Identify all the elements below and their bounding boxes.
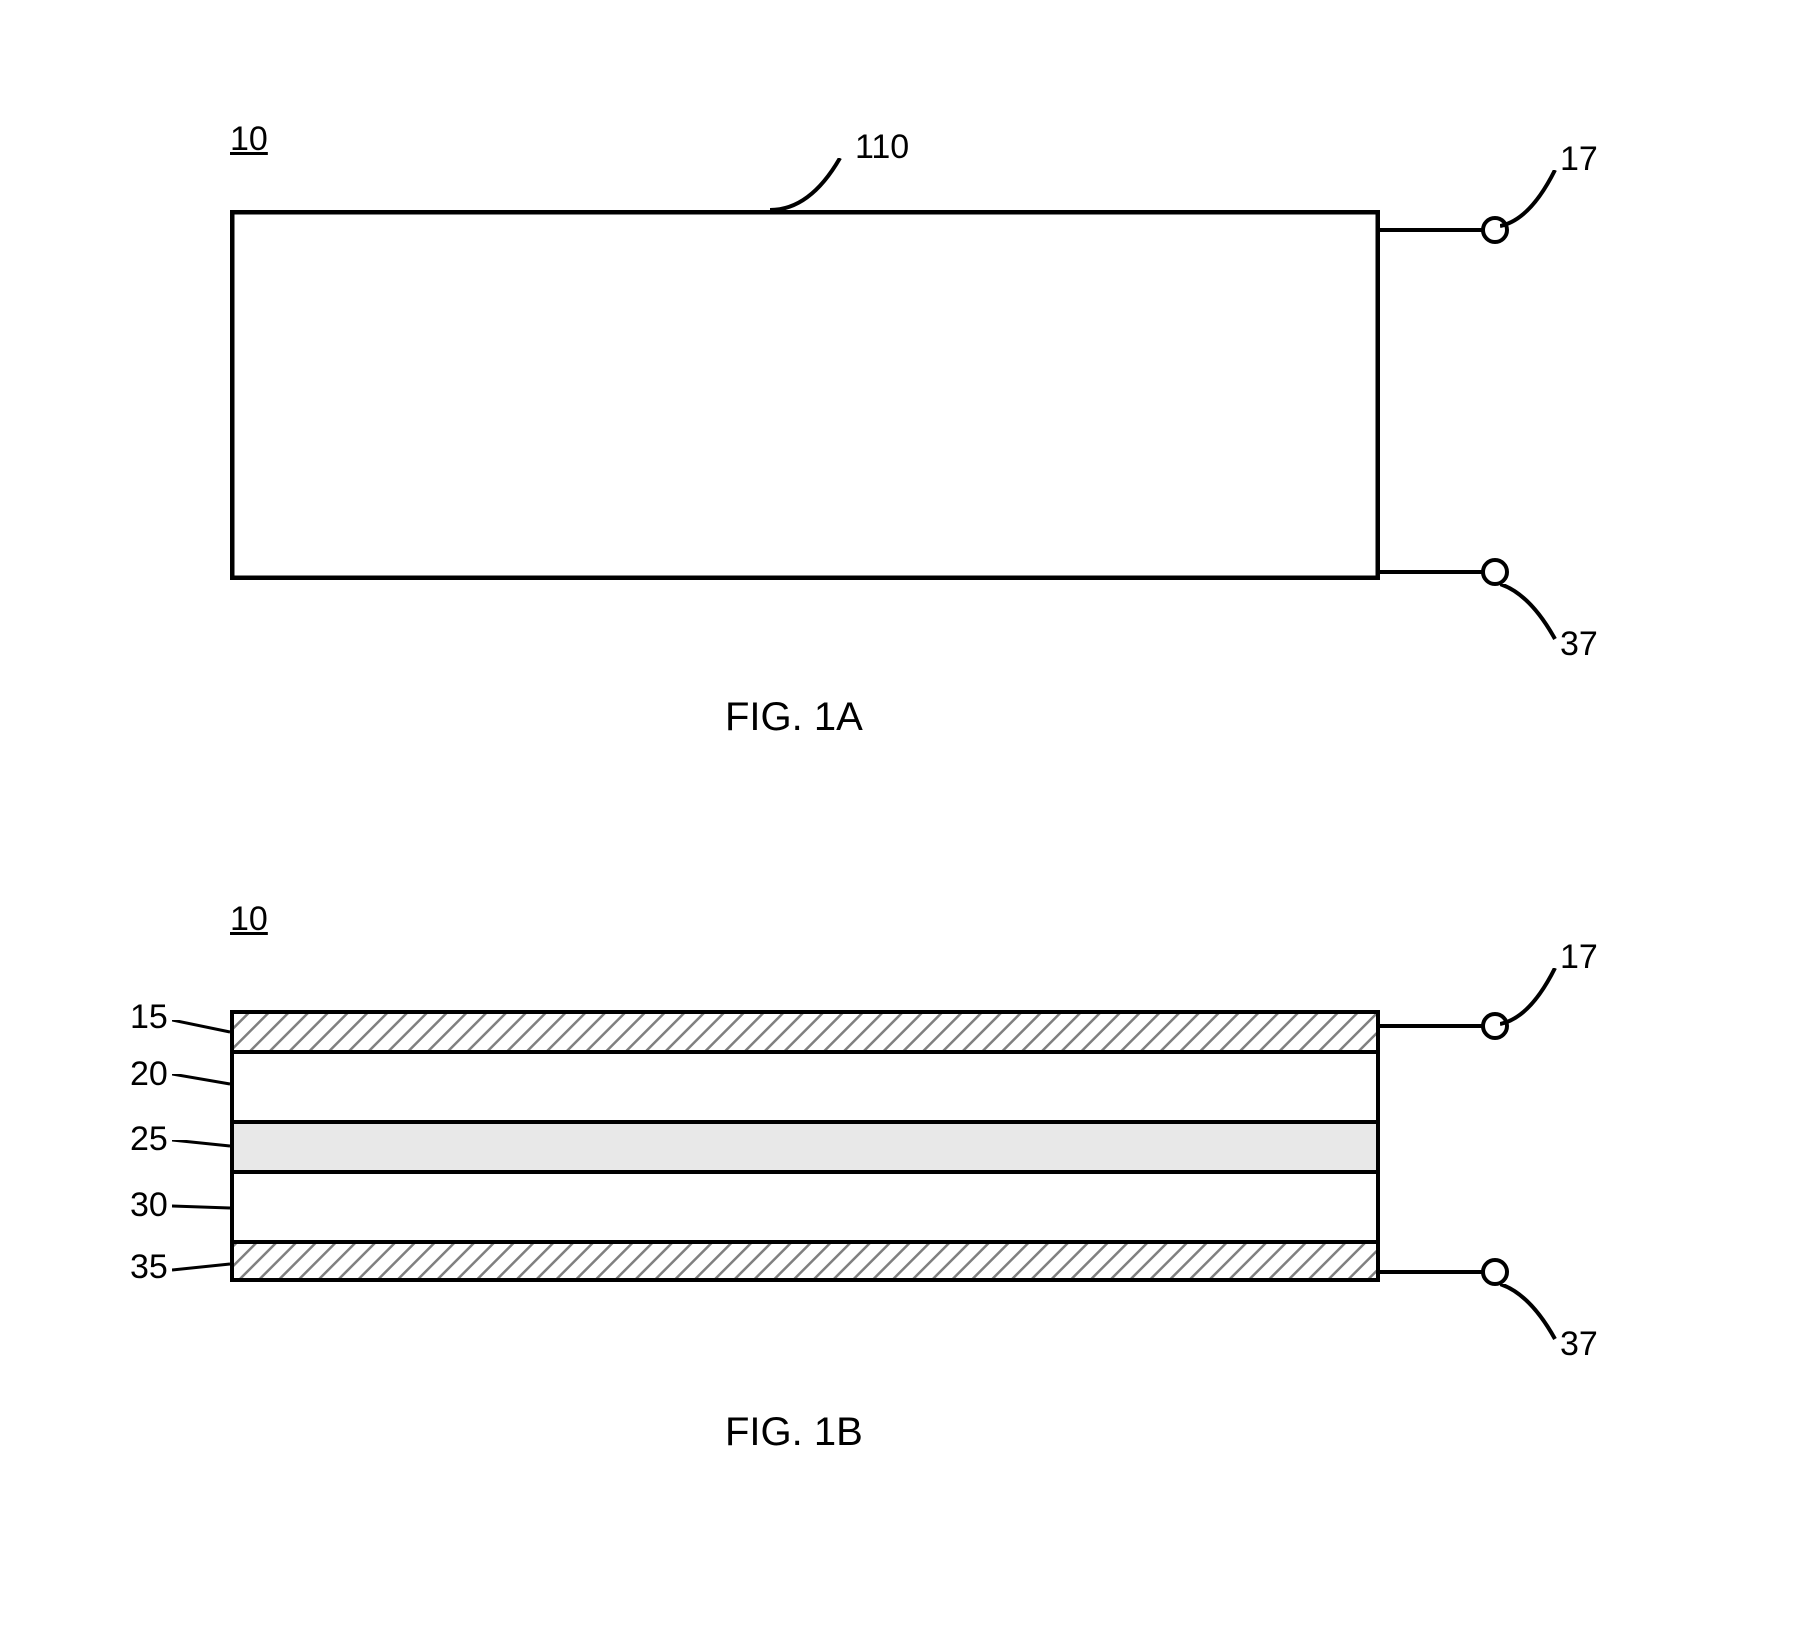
- callout-17-a: [1500, 170, 1580, 230]
- fig-a-box: [230, 210, 1380, 580]
- fig-a-title: FIG. 1A: [725, 695, 863, 740]
- fig-a-terminal-37: [1380, 558, 1510, 586]
- leader-30: [172, 1200, 234, 1214]
- ref-10-b: 10: [230, 900, 268, 939]
- leader-25: [172, 1140, 234, 1152]
- ref-37-b: 37: [1560, 1325, 1598, 1364]
- fig-b-terminal-37: [1380, 1258, 1510, 1286]
- leader-35: [172, 1260, 234, 1276]
- fig-b-title: FIG. 1B: [725, 1410, 863, 1455]
- fig-b-terminal-17: [1380, 1012, 1510, 1040]
- leader-15: [172, 1020, 234, 1040]
- ref-17-a: 17: [1560, 140, 1598, 179]
- fig-a-terminal-17: [1380, 216, 1510, 244]
- ref-25: 25: [130, 1120, 168, 1159]
- ref-15: 15: [130, 998, 168, 1037]
- ref-110: 110: [855, 128, 909, 167]
- ref-35: 35: [130, 1248, 168, 1287]
- ref-17-b: 17: [1560, 938, 1598, 977]
- ref-10-a: 10: [230, 120, 268, 159]
- fig-b-stack: [230, 1010, 1380, 1282]
- ref-37-a: 37: [1560, 625, 1598, 664]
- leader-20: [172, 1074, 234, 1092]
- callout-17-b: [1500, 968, 1580, 1028]
- ref-30: 30: [130, 1186, 168, 1225]
- ref-20: 20: [130, 1055, 168, 1094]
- callout-110: [770, 158, 890, 218]
